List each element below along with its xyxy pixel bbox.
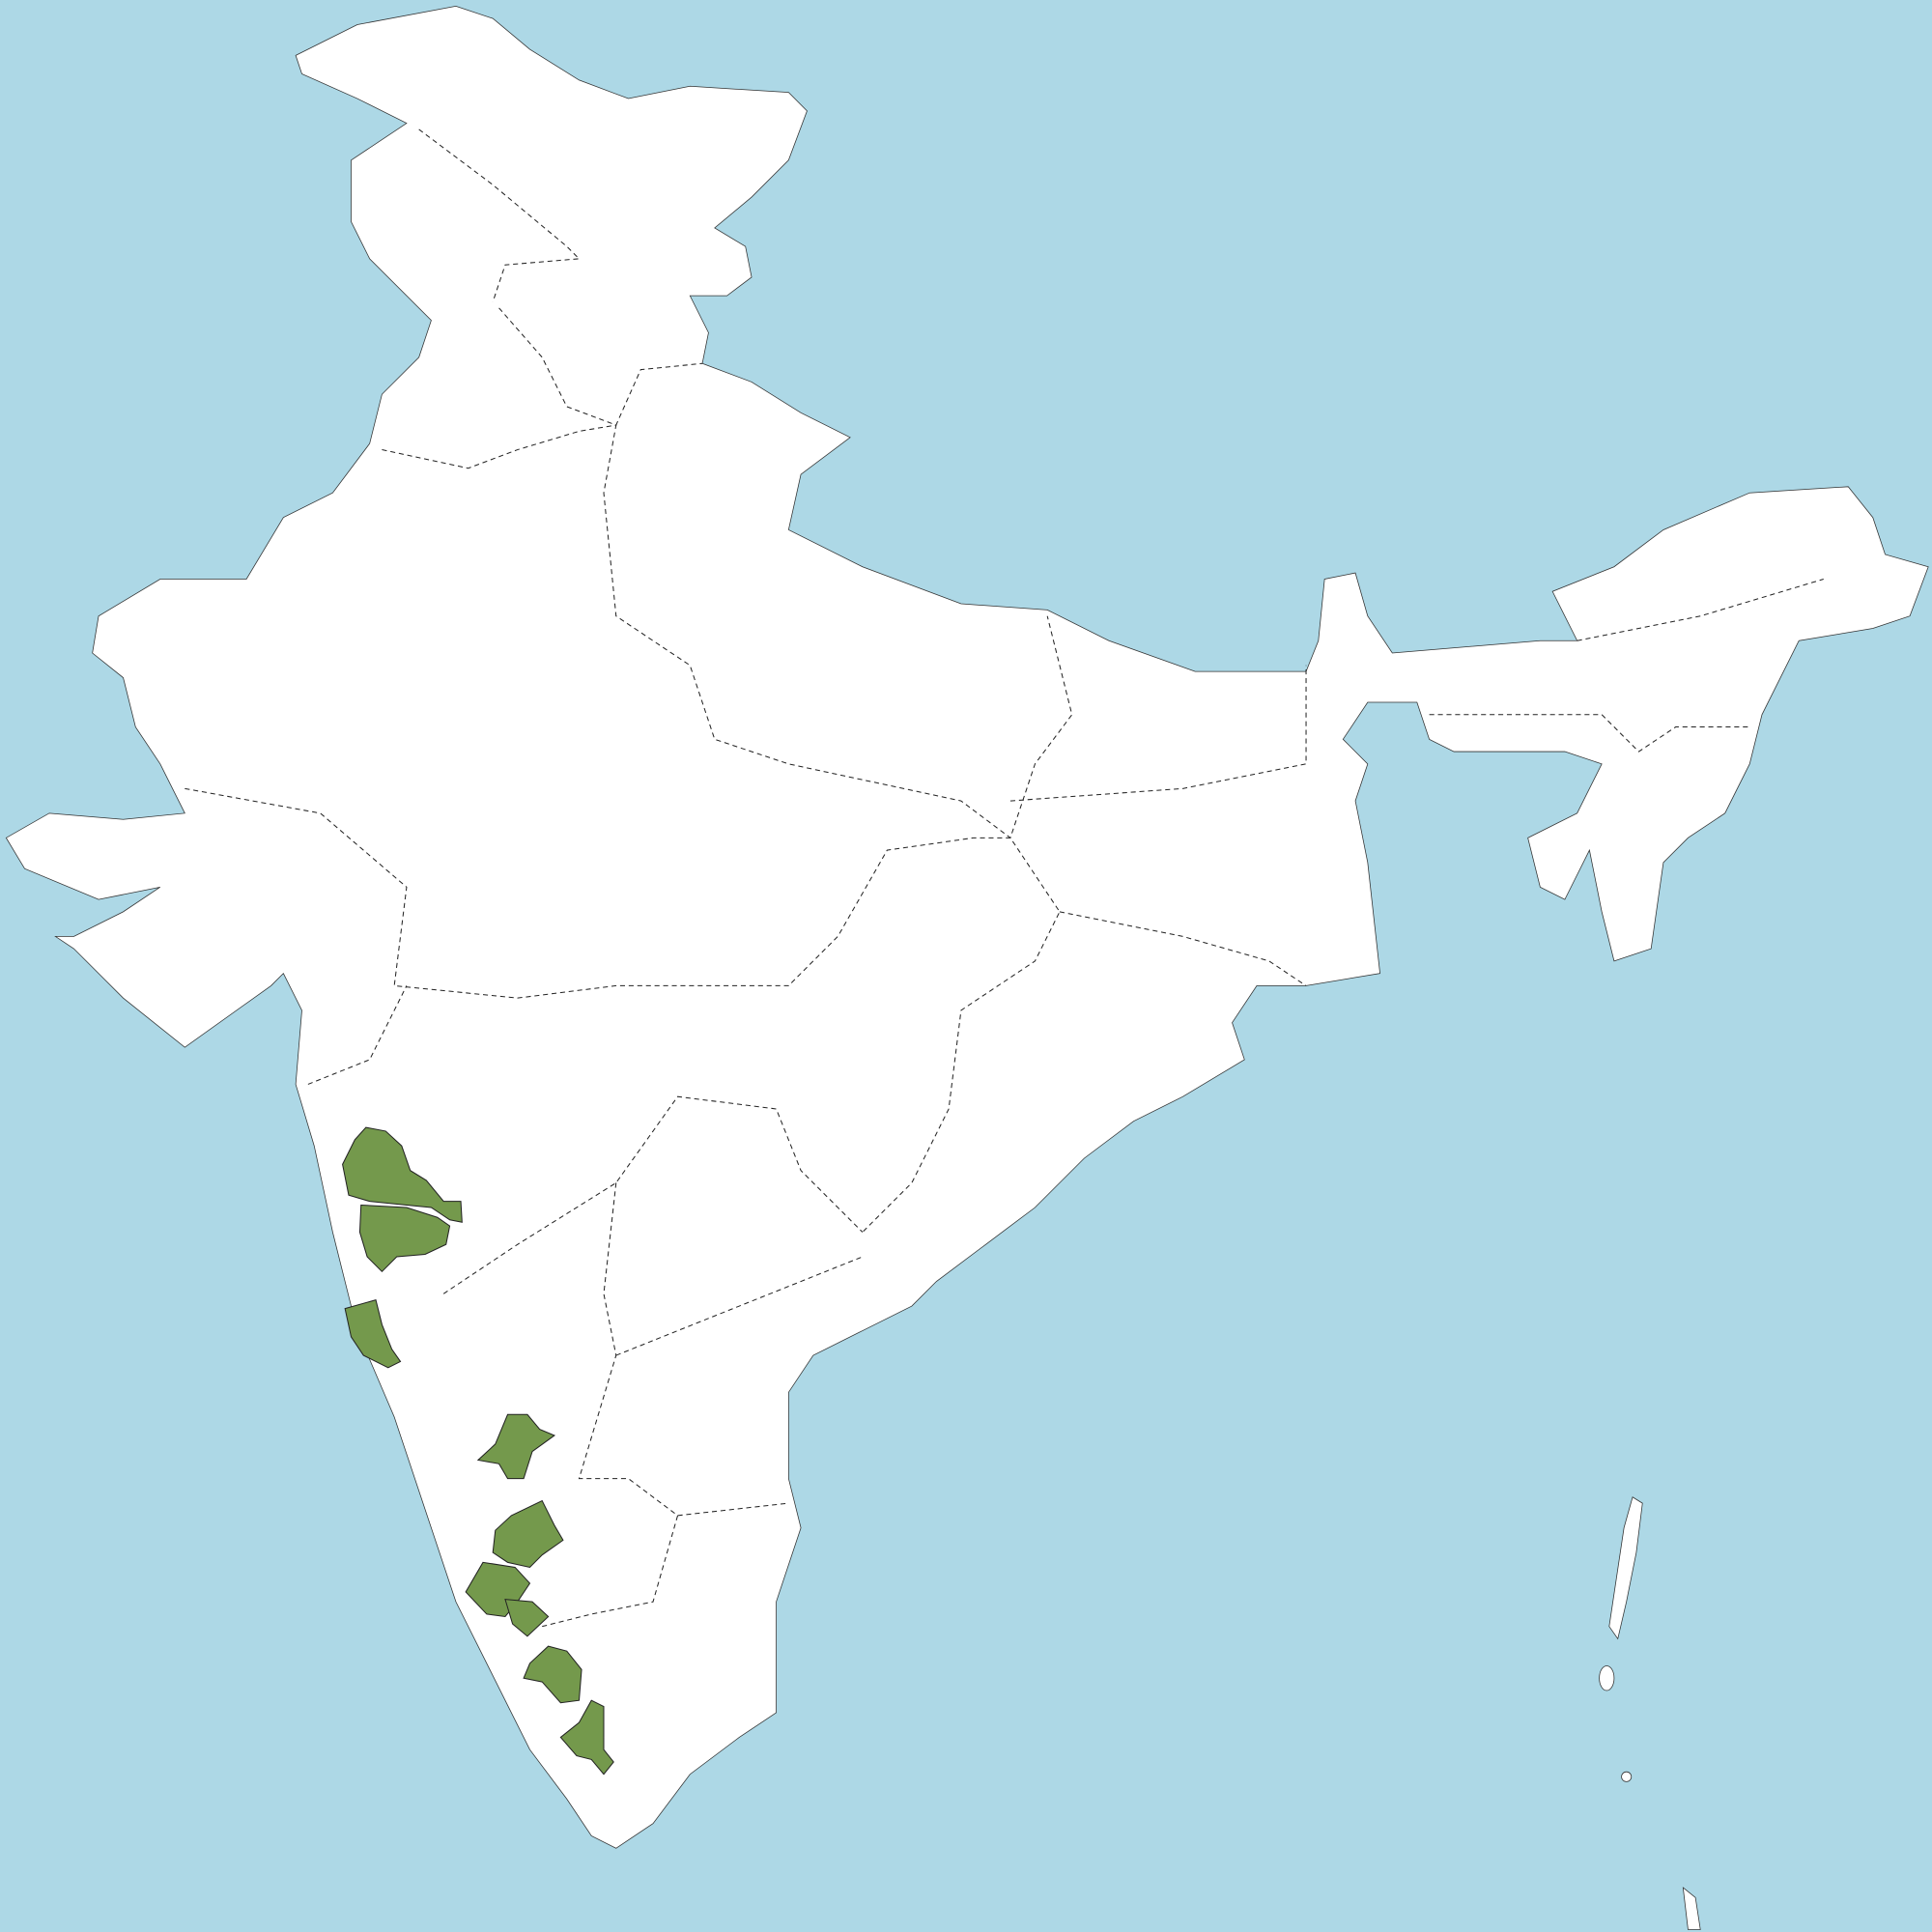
state-borders bbox=[185, 128, 1824, 1628]
highlighted-districts bbox=[342, 1126, 614, 1776]
highlighted-district bbox=[476, 1413, 556, 1480]
highlighted-district bbox=[492, 1499, 564, 1569]
highlighted-district bbox=[559, 1699, 614, 1776]
highlighted-district bbox=[342, 1126, 463, 1223]
nicobar-island bbox=[1599, 1665, 1615, 1691]
highlighted-district bbox=[504, 1599, 550, 1637]
highlighted-district bbox=[523, 1645, 582, 1704]
great-nicobar-island bbox=[1682, 1887, 1701, 1930]
andaman-islands bbox=[1608, 1496, 1643, 1640]
mainland bbox=[5, 5, 1929, 1849]
nicobar-island-small bbox=[1621, 1771, 1633, 1782]
highlighted-district bbox=[358, 1204, 451, 1273]
highlighted-district bbox=[344, 1299, 402, 1369]
islands bbox=[1599, 1496, 1701, 1930]
